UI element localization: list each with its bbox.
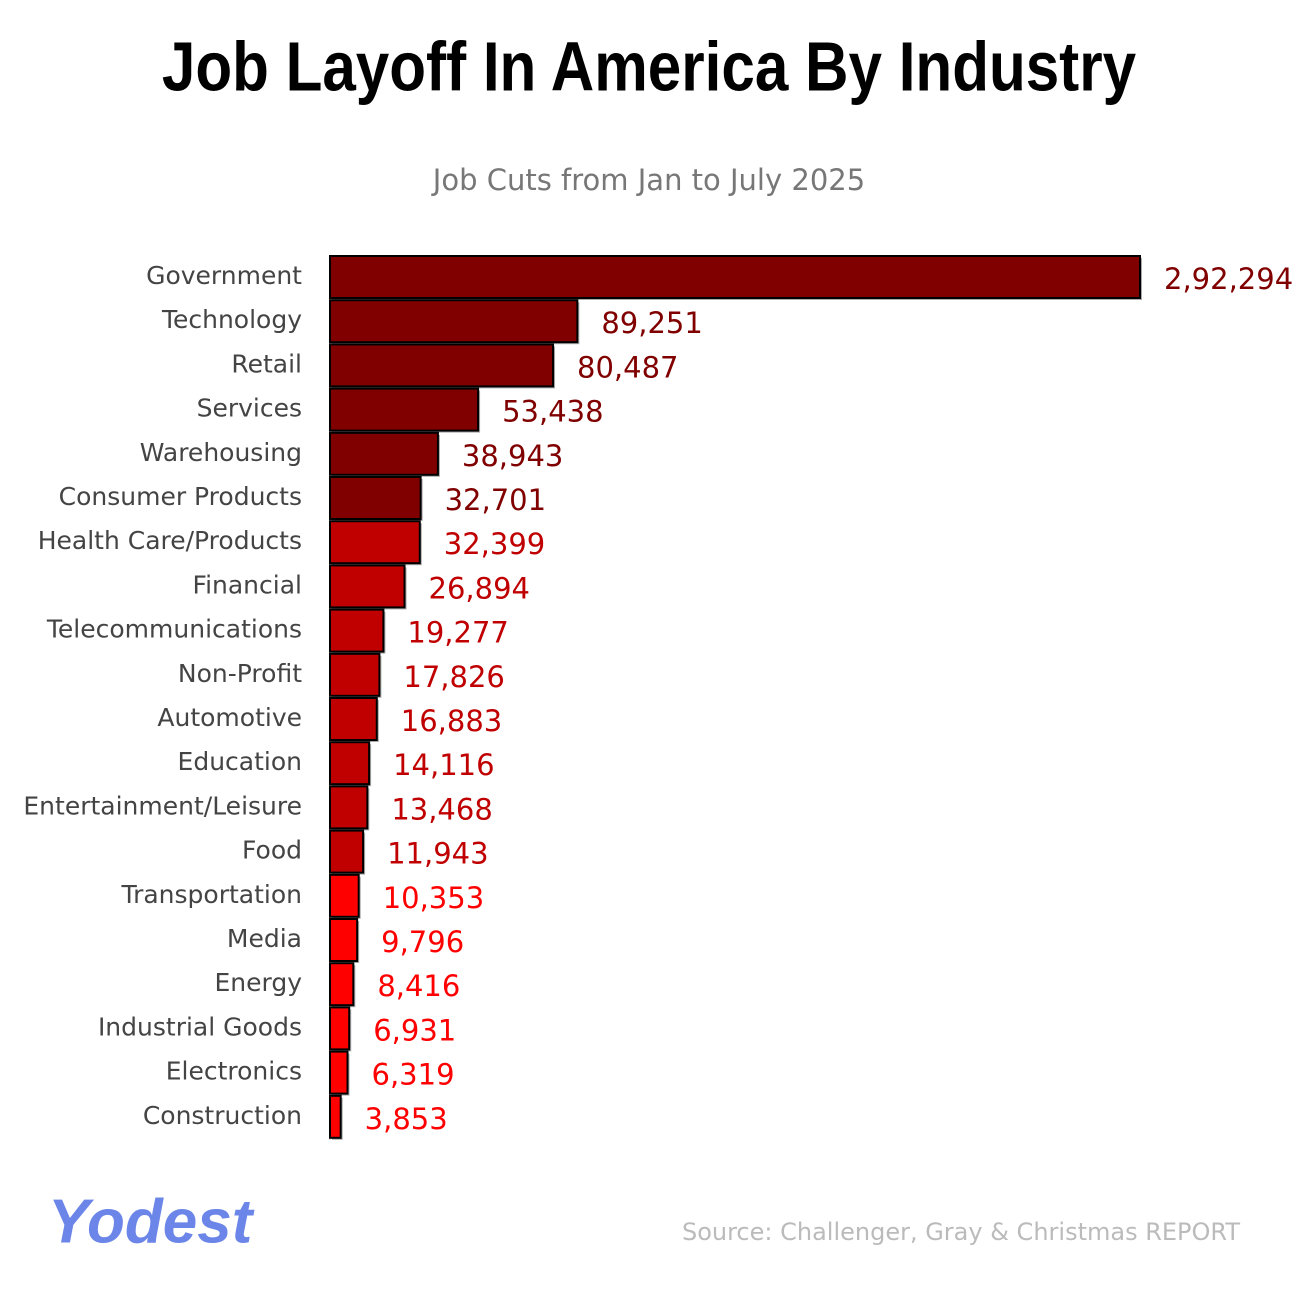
value-label: 17,826 <box>403 660 504 694</box>
y-tick-label: Retail <box>231 349 302 378</box>
source-note: Source: Challenger, Gray & Christmas REP… <box>682 1218 1240 1246</box>
value-label: 32,399 <box>444 527 545 561</box>
bar <box>329 741 371 786</box>
value-label: 53,438 <box>502 395 603 429</box>
value-label: 11,943 <box>387 837 488 871</box>
chart-title: Job Layoff In America By Industry <box>162 27 1136 105</box>
value-label: 14,116 <box>393 748 494 782</box>
bar <box>329 873 360 918</box>
value-label: 32,701 <box>445 483 546 517</box>
bar <box>329 829 365 874</box>
y-tick-label: Energy <box>214 968 302 997</box>
value-label: 38,943 <box>462 439 563 473</box>
bar <box>329 343 555 388</box>
value-label: 10,353 <box>383 881 484 915</box>
chart-subtitle: Job Cuts from Jan to July 2025 <box>431 163 865 197</box>
y-tick-label: Industrial Goods <box>98 1012 302 1041</box>
value-label: 9,796 <box>381 925 464 959</box>
bar <box>329 697 378 741</box>
bar <box>329 652 381 697</box>
y-tick-label: Entertainment/Leisure <box>23 791 302 820</box>
bar <box>329 255 1141 299</box>
bar <box>329 962 355 1007</box>
y-tick-label: Media <box>227 924 302 953</box>
y-tick-label: Education <box>178 747 302 776</box>
bar <box>329 387 480 432</box>
y-tick-label: Government <box>146 261 302 290</box>
bar <box>329 1006 351 1051</box>
value-label: 2,92,294 <box>1164 262 1293 296</box>
value-label: 8,416 <box>377 969 460 1003</box>
value-label: 80,487 <box>577 350 678 384</box>
bar <box>329 476 422 520</box>
y-tick-label: Construction <box>143 1101 302 1130</box>
logo: Yodest <box>48 1187 255 1256</box>
y-tick-label: Electronics <box>166 1057 302 1086</box>
bar <box>329 431 439 476</box>
bar <box>329 608 385 653</box>
bar <box>329 299 579 344</box>
y-tick-label: Consumer Products <box>59 482 302 511</box>
value-label: 26,894 <box>429 571 530 605</box>
y-tick-label: Telecommunications <box>46 615 302 644</box>
y-tick-label: Technology <box>161 305 302 334</box>
y-tick-label: Food <box>242 836 302 865</box>
y-tick-label: Non-Profit <box>178 659 302 688</box>
value-label: 6,931 <box>373 1013 456 1047</box>
bar <box>329 520 421 565</box>
value-label: 16,883 <box>401 704 502 738</box>
value-label: 6,319 <box>372 1058 455 1092</box>
bar <box>329 785 369 830</box>
value-label: 19,277 <box>407 616 508 650</box>
y-tick-label: Transportation <box>120 880 302 909</box>
value-label: 13,468 <box>391 792 492 826</box>
bar <box>329 1050 349 1095</box>
bar <box>329 564 406 609</box>
y-tick-label: Warehousing <box>140 438 302 467</box>
value-label: 3,853 <box>365 1102 448 1136</box>
value-label: 89,251 <box>601 306 702 340</box>
y-tick-label: Automotive <box>157 703 302 732</box>
y-tick-label: Health Care/Products <box>38 526 302 555</box>
y-tick-label: Financial <box>193 570 302 599</box>
bar <box>329 1094 342 1139</box>
y-tick-label: Services <box>197 394 302 423</box>
bar <box>329 918 359 962</box>
